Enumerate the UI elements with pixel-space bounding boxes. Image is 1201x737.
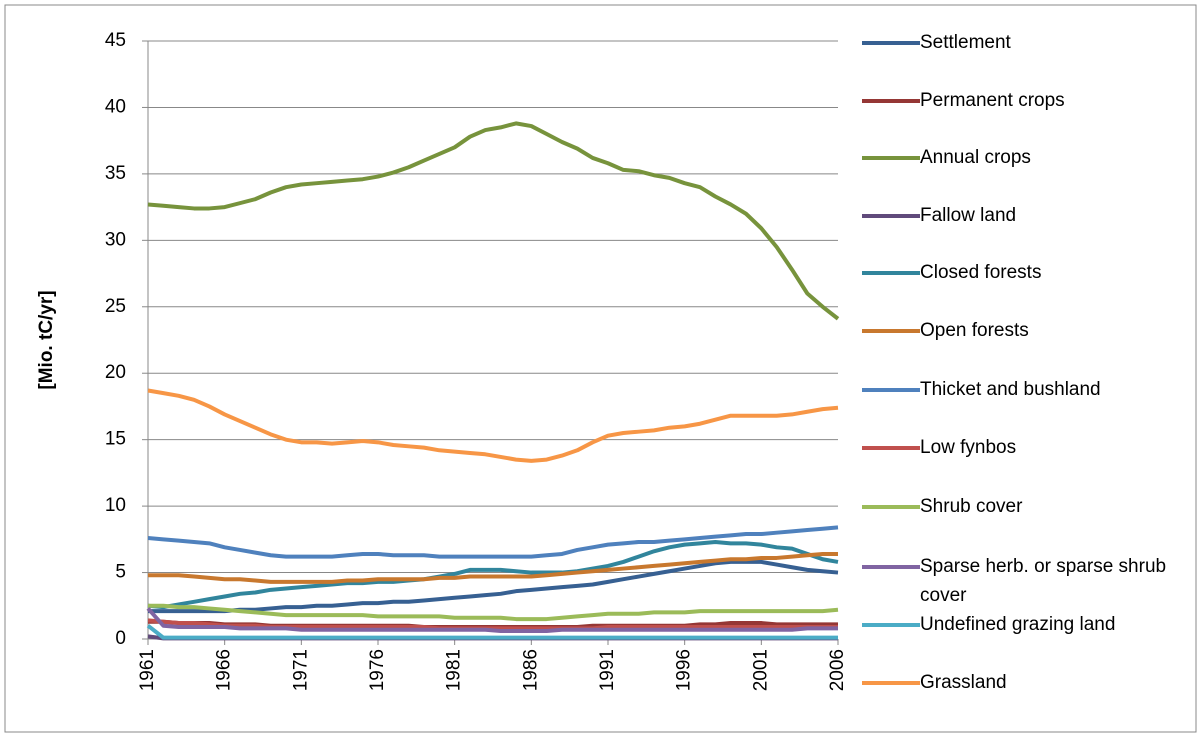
legend-label: Settlement	[920, 32, 1011, 53]
legend-entry: Open forests	[862, 316, 1170, 345]
legend-entry: Undefined grazing land	[862, 610, 1170, 639]
x-tick-label: 1991	[597, 649, 618, 691]
legend-swatch	[862, 41, 920, 45]
legend-entry: Fallow land	[862, 201, 1170, 230]
series-line	[147, 388, 839, 463]
series-line	[148, 559, 839, 614]
y-tick-label: 30	[105, 229, 126, 250]
legend-entry: Permanent crops	[862, 86, 1170, 115]
legend-entry: Sparse herb. or sparse shrub cover	[862, 552, 1170, 610]
legend-swatch	[862, 623, 920, 627]
series-line	[147, 121, 840, 321]
legend-label: Permanent crops	[920, 90, 1065, 111]
x-tick-label: 1996	[674, 649, 695, 691]
y-tick-label: 20	[105, 362, 126, 383]
legend-swatch	[862, 156, 920, 160]
legend-swatch	[862, 446, 920, 450]
legend-entry: Shrub cover	[862, 492, 1170, 521]
series-line	[147, 525, 839, 559]
legend-label: Closed forests	[920, 262, 1042, 283]
series-line	[146, 607, 838, 634]
legend-label: Annual crops	[920, 147, 1031, 168]
legend-label: Open forests	[920, 320, 1029, 341]
y-tick-label: 25	[105, 296, 126, 317]
legend-swatch	[862, 388, 920, 392]
x-tick-label: 1976	[367, 649, 388, 691]
series-line	[148, 603, 839, 622]
legend-label: Fallow land	[920, 205, 1017, 226]
y-tick-label: 45	[105, 30, 126, 51]
legend-entry: Thicket and bushland	[862, 375, 1170, 404]
series-line	[148, 551, 838, 584]
y-tick-label: 10	[105, 495, 126, 516]
legend-entry: Closed forests	[862, 258, 1170, 287]
legend-swatch	[862, 681, 920, 685]
series-line	[147, 539, 839, 610]
x-tick-label: 2006	[827, 649, 848, 691]
legend-label: Undefined grazing land	[920, 614, 1116, 635]
y-tick-label: 5	[115, 562, 126, 583]
legend-label: Grassland	[920, 672, 1007, 693]
y-axis-label: [Mio. tC/yr]	[36, 290, 57, 389]
y-tick-label: 35	[105, 163, 126, 184]
legend-swatch	[862, 214, 920, 218]
x-tick-label: 2001	[750, 649, 771, 691]
legend-label: Low fynbos	[920, 437, 1017, 458]
y-tick-label: 0	[115, 628, 126, 649]
legend-swatch	[862, 271, 920, 275]
legend-entry: Settlement	[862, 28, 1170, 57]
x-tick-label: 1981	[444, 649, 465, 691]
y-tick-label: 40	[105, 96, 126, 117]
legend-entry: Grassland	[862, 668, 1170, 697]
x-tick-label: 1961	[137, 649, 158, 691]
legend-entry: Low fynbos	[862, 433, 1170, 462]
legend-label: Sparse herb. or sparse shrub cover	[920, 556, 1167, 606]
x-tick-label: 1966	[214, 649, 235, 691]
legend-label: Thicket and bushland	[920, 379, 1101, 400]
legend-label: Shrub cover	[920, 496, 1023, 517]
x-tick-label: 1986	[520, 649, 541, 691]
legend-entry: Annual crops	[862, 143, 1170, 172]
series-line	[146, 624, 838, 640]
legend-swatch	[862, 505, 920, 509]
legend-swatch	[862, 565, 920, 569]
x-tick-label: 1971	[290, 649, 311, 691]
legend-swatch	[862, 99, 920, 103]
y-tick-label: 15	[105, 429, 126, 450]
legend-swatch	[862, 329, 920, 333]
